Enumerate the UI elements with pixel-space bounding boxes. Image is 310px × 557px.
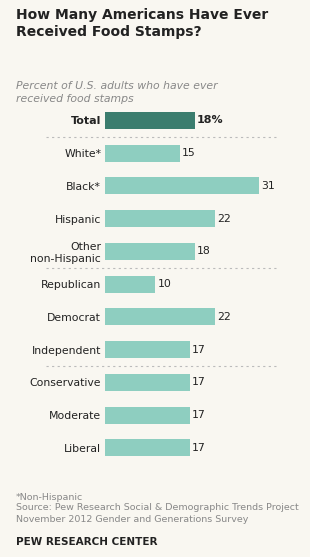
Bar — [105, 374, 190, 391]
Bar — [105, 276, 155, 292]
Text: 10: 10 — [157, 279, 171, 289]
Text: *Non-Hispanic: *Non-Hispanic — [16, 493, 83, 502]
Bar — [105, 145, 180, 162]
Text: 17: 17 — [192, 443, 206, 453]
Text: Source: Pew Research Social & Demographic Trends Project
November 2012 Gender an: Source: Pew Research Social & Demographi… — [16, 503, 298, 524]
Text: PEW RESEARCH CENTER: PEW RESEARCH CENTER — [16, 537, 157, 547]
Bar — [105, 341, 190, 358]
Bar — [105, 243, 195, 260]
Text: 31: 31 — [262, 181, 275, 191]
Text: Percent of U.S. adults who have ever
received food stamps: Percent of U.S. adults who have ever rec… — [16, 81, 217, 104]
Bar — [105, 308, 215, 325]
Text: 17: 17 — [192, 377, 206, 387]
Bar — [105, 210, 215, 227]
Text: 17: 17 — [192, 410, 206, 420]
Text: How Many Americans Have Ever
Received Food Stamps?: How Many Americans Have Ever Received Fo… — [16, 8, 268, 39]
Text: 22: 22 — [217, 312, 231, 322]
Bar — [105, 407, 190, 423]
Bar — [105, 439, 190, 456]
Text: 18%: 18% — [197, 115, 224, 125]
Bar — [105, 177, 259, 194]
Bar — [105, 112, 195, 129]
Text: 15: 15 — [182, 148, 196, 158]
Text: 17: 17 — [192, 345, 206, 355]
Text: 22: 22 — [217, 213, 231, 223]
Text: 18: 18 — [197, 246, 211, 256]
